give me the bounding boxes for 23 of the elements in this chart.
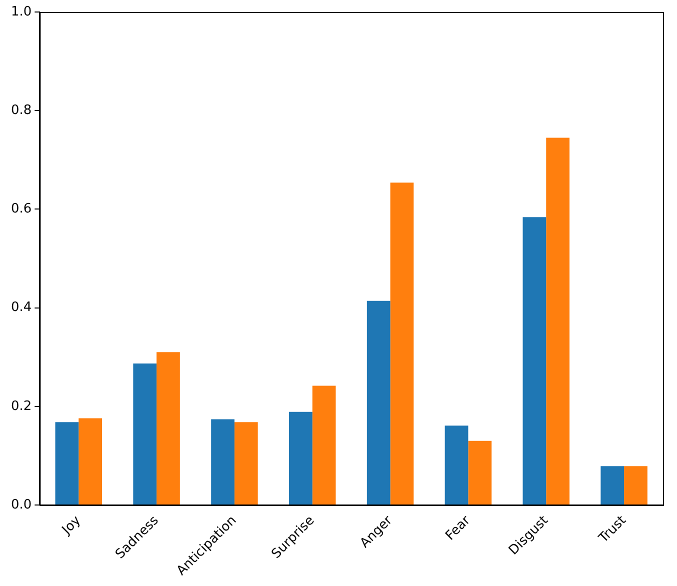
bar xyxy=(546,138,570,505)
x-tick-label: Joy xyxy=(58,512,84,538)
bar xyxy=(468,440,492,505)
y-tick-label: 1.0 xyxy=(10,4,32,20)
bar xyxy=(133,364,157,505)
bar xyxy=(211,419,234,505)
bar xyxy=(366,300,390,505)
y-tick-label: 0.0 xyxy=(10,497,32,512)
bar xyxy=(78,418,102,505)
bar xyxy=(156,352,180,505)
bar xyxy=(624,466,648,505)
bar xyxy=(390,182,414,505)
bar xyxy=(234,422,258,505)
y-tick-label: 0.8 xyxy=(10,102,32,118)
bar xyxy=(55,422,79,505)
bar xyxy=(289,412,312,505)
bar xyxy=(600,466,624,505)
bar xyxy=(312,386,336,505)
y-tick-label: 0.6 xyxy=(10,202,32,217)
y-tick-label: 0.2 xyxy=(10,398,32,414)
bar xyxy=(522,217,546,505)
bar xyxy=(444,426,468,505)
y-tick-label: 0.4 xyxy=(10,300,32,316)
